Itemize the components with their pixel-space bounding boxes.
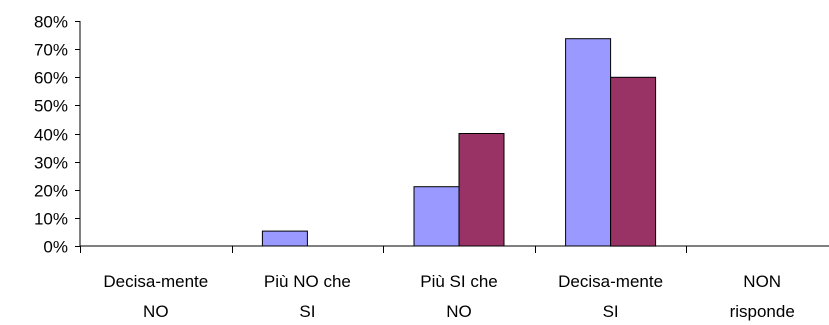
y-tick-label: 40% [34,126,68,145]
x-tick-label: NO [446,302,472,321]
y-tick-label: 70% [34,41,68,60]
y-axis: 0% 10% 20% 30% 40% 50% 60% 70% 80% [34,13,80,257]
y-tick-label: 20% [34,182,68,201]
x-tick-label: NON [743,272,781,291]
y-tick-label: 50% [34,97,68,116]
y-tick-label: 30% [34,154,68,173]
bar [565,38,612,247]
bars [261,38,657,247]
y-tick-label: 60% [34,69,68,88]
bar [610,76,657,247]
x-tick-label: NO [143,302,169,321]
x-tick-label: Decisa-mente [558,272,663,291]
y-tick-label: 0% [43,238,68,257]
y-tick-label: 10% [34,210,68,229]
x-tick-label: Più NO che [264,272,351,291]
x-tick-label: SI [299,302,315,321]
x-axis: Decisa-mente NO Più NO che SI Più SI che NO De… [80,246,795,321]
x-tick-label: Più SI che [420,272,498,291]
bar [413,186,460,247]
y-tick-label: 80% [34,13,68,32]
x-tick-label: risponde [730,302,795,321]
x-tick-label: SI [603,302,619,321]
bar [261,230,308,247]
bar [458,133,505,247]
x-tick-label: Decisa-mente [103,272,208,291]
